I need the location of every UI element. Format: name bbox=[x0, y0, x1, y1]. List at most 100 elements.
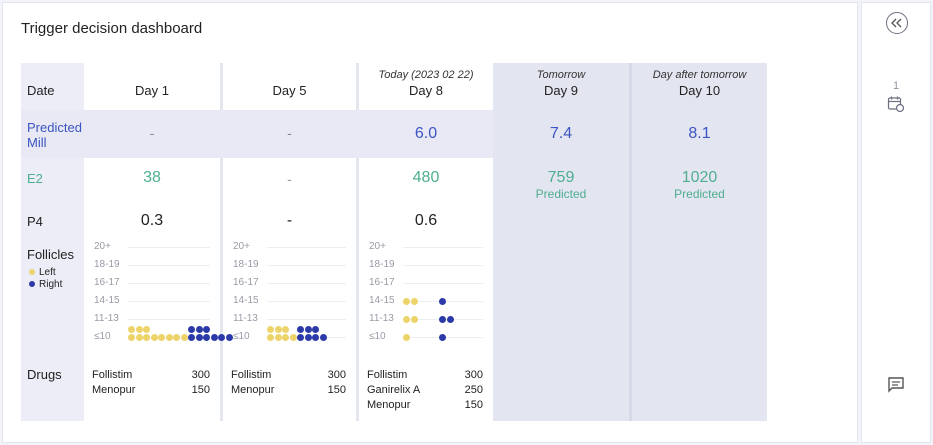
e2-predicted-label: Predicted bbox=[535, 187, 587, 201]
calendar-count: 1 bbox=[893, 80, 900, 92]
drug-name: Ganirelix A bbox=[367, 384, 421, 396]
follicle-axis-label: 18-19 bbox=[369, 259, 395, 270]
follicle-dot-left bbox=[282, 334, 289, 341]
column-divider bbox=[356, 63, 359, 421]
day-name: Day 8 bbox=[409, 83, 443, 98]
comment-icon bbox=[888, 377, 904, 393]
day-column-10 bbox=[632, 63, 767, 421]
follicle-dot-left bbox=[135, 334, 143, 341]
drug-name: Follistim bbox=[231, 369, 272, 381]
calendar-clock-button[interactable] bbox=[887, 95, 905, 118]
legend-left: Left bbox=[29, 267, 56, 278]
drug-name: Menopur bbox=[367, 399, 411, 411]
follicle-dot-right bbox=[312, 326, 319, 333]
follicle-dot-left bbox=[403, 298, 410, 305]
row-label-follicles: Follicles bbox=[27, 247, 74, 262]
follicle-dot-right bbox=[439, 316, 446, 323]
follicle-axis-label: 14-15 bbox=[233, 295, 259, 306]
follicle-axis-label: 11-13 bbox=[94, 313, 119, 324]
follicle-chart: 20+ 18-19 16-17 14-15 11-13 ≤10 bbox=[84, 241, 233, 353]
predicted-value: - bbox=[287, 125, 292, 141]
drug-name: Menopur bbox=[231, 384, 275, 396]
follicle-gridline bbox=[403, 283, 483, 284]
follicle-axis-label: 18-19 bbox=[94, 259, 120, 270]
follicle-dot-left bbox=[143, 326, 150, 333]
row-label-predicted-mill: Predicted Mill bbox=[27, 120, 82, 150]
drug-name: Menopur bbox=[92, 384, 136, 396]
follicle-gridline bbox=[267, 265, 346, 266]
day-header: Day 5 bbox=[223, 83, 356, 98]
comment-button[interactable] bbox=[887, 376, 905, 399]
follicle-dot-left bbox=[267, 326, 274, 333]
follicle-gridline bbox=[128, 247, 210, 248]
follicle-axis-label: 16-17 bbox=[94, 277, 120, 288]
left-dot-icon bbox=[29, 269, 35, 276]
follicle-gridline bbox=[267, 301, 346, 302]
follicle-dot-left bbox=[274, 326, 282, 333]
e2-cell: 1020 Predicted bbox=[632, 169, 767, 201]
follicle-gridline bbox=[128, 265, 210, 266]
follicle-dot-left bbox=[289, 334, 297, 341]
predicted-value: - bbox=[149, 125, 155, 141]
day-name: Day 10 bbox=[678, 83, 721, 98]
follicle-dot-left bbox=[403, 316, 410, 323]
day-header: Today (2023 02 22) Day 8 bbox=[359, 69, 493, 98]
day-name: Day 9 bbox=[544, 83, 578, 98]
follicle-dot-right bbox=[304, 326, 312, 333]
drug-list: Follistim 300 Menopur 150 bbox=[223, 367, 356, 421]
day-header: Day 1 bbox=[84, 83, 220, 98]
day-name: Day 1 bbox=[135, 83, 169, 98]
e2-value: 1020 bbox=[681, 169, 718, 186]
follicle-dot-left bbox=[128, 334, 135, 341]
predicted-value: 8.1 bbox=[688, 125, 711, 142]
follicle-dot-left bbox=[165, 334, 173, 341]
p4-value: 0.6 bbox=[414, 212, 438, 229]
drug-dose: 300 bbox=[191, 369, 210, 381]
row-label-date: Date bbox=[27, 83, 55, 98]
column-divider bbox=[220, 63, 223, 421]
right-dot-icon bbox=[29, 281, 35, 288]
follicle-dot-left bbox=[150, 334, 158, 341]
follicle-dot-left bbox=[267, 334, 274, 341]
follicle-dot-left bbox=[403, 334, 410, 341]
day-header: Tomorrow Day 9 bbox=[493, 69, 629, 98]
day-subtitle: Today (2023 02 22) bbox=[378, 69, 474, 81]
follicle-axis-label: ≤10 bbox=[94, 331, 111, 342]
follicle-dot-right bbox=[439, 334, 446, 341]
follicle-axis-label: 18-19 bbox=[233, 259, 259, 270]
follicle-dot-right bbox=[203, 334, 210, 341]
follicle-dot-left bbox=[158, 334, 165, 341]
collapse-panel-button[interactable] bbox=[886, 12, 908, 34]
follicle-dot-right bbox=[297, 334, 304, 341]
follicle-axis-label: 14-15 bbox=[94, 295, 120, 306]
trigger-table: Date Predicted Mill E2 P4 Follicles Left… bbox=[21, 63, 767, 421]
e2-value: - bbox=[287, 171, 292, 187]
follicle-dot-left bbox=[282, 326, 289, 333]
follicle-dot-left bbox=[410, 298, 418, 305]
follicle-dot-right bbox=[218, 334, 225, 341]
follicle-dot-right bbox=[195, 326, 203, 333]
follicle-axis-label: 20+ bbox=[233, 241, 250, 252]
follicle-dot-right bbox=[319, 334, 327, 341]
follicle-dot-left bbox=[173, 334, 180, 341]
drug-dose: 150 bbox=[191, 384, 210, 396]
calendar-clock-icon bbox=[887, 96, 905, 113]
follicle-dot-right bbox=[203, 326, 210, 333]
follicle-gridline bbox=[267, 319, 346, 320]
drug-list: Follistim 300 Ganirelix A 250 Menopur 150 bbox=[359, 367, 493, 421]
follicle-dot-left bbox=[143, 334, 150, 341]
follicle-dot-left bbox=[135, 326, 143, 333]
follicle-gridline bbox=[267, 283, 346, 284]
follicle-gridline bbox=[128, 301, 210, 302]
follicle-dot-right bbox=[297, 326, 304, 333]
drug-name: Follistim bbox=[367, 369, 408, 381]
follicle-axis-label: ≤10 bbox=[369, 331, 386, 342]
follicle-gridline bbox=[267, 247, 346, 248]
follicle-dot-left bbox=[410, 316, 418, 323]
follicle-gridline bbox=[403, 247, 483, 248]
follicle-dot-right bbox=[312, 334, 319, 341]
p4-value: 0.3 bbox=[140, 212, 164, 229]
follicle-dot-right bbox=[304, 334, 312, 341]
legend-right: Right bbox=[29, 279, 62, 290]
follicle-axis-label: ≤10 bbox=[233, 331, 250, 342]
